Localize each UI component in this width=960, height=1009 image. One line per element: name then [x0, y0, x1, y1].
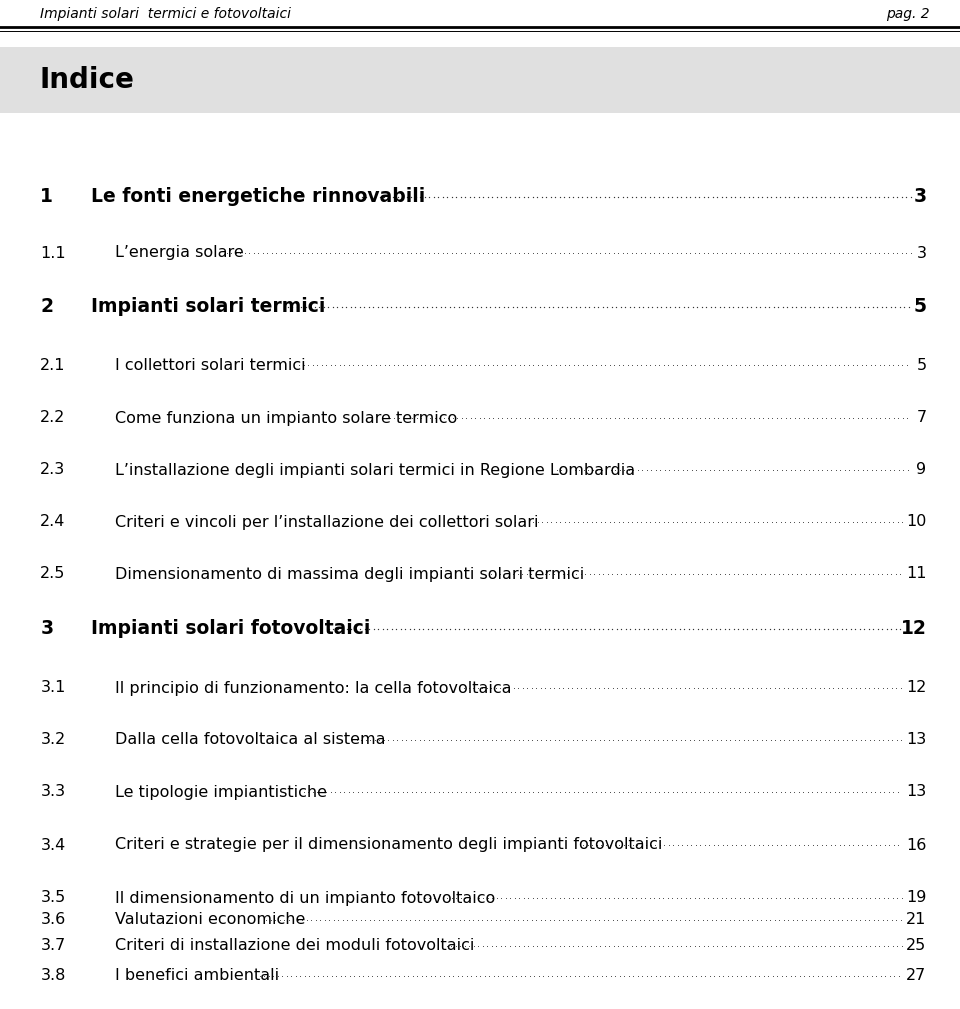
- Text: 9: 9: [916, 462, 926, 477]
- Text: 3: 3: [40, 620, 54, 639]
- Text: 3: 3: [917, 245, 926, 260]
- Text: 2: 2: [40, 298, 54, 317]
- Text: Il dimensionamento di un impianto fotovoltaico: Il dimensionamento di un impianto fotovo…: [115, 891, 495, 905]
- Text: 10: 10: [906, 515, 926, 530]
- Text: Impianti solari fotovoltaici: Impianti solari fotovoltaici: [91, 620, 371, 639]
- Text: Le tipologie impiantistiche: Le tipologie impiantistiche: [115, 785, 327, 799]
- Text: 3.3: 3.3: [40, 785, 65, 799]
- Text: Impianti solari  termici e fotovoltaici: Impianti solari termici e fotovoltaici: [40, 7, 291, 21]
- Text: Dalla cella fotovoltaica al sistema: Dalla cella fotovoltaica al sistema: [115, 733, 386, 748]
- Text: I collettori solari termici: I collettori solari termici: [115, 357, 306, 372]
- Text: Le fonti energetiche rinnovabili: Le fonti energetiche rinnovabili: [91, 188, 425, 207]
- Text: 2.5: 2.5: [40, 566, 65, 581]
- Text: 25: 25: [906, 938, 926, 954]
- Text: 13: 13: [906, 785, 926, 799]
- Text: 3.5: 3.5: [40, 891, 65, 905]
- Text: 2.1: 2.1: [40, 357, 66, 372]
- Text: 3.7: 3.7: [40, 938, 65, 954]
- Text: 5: 5: [916, 357, 926, 372]
- Text: 3.2: 3.2: [40, 733, 65, 748]
- Text: 1.1: 1.1: [40, 245, 66, 260]
- Text: 27: 27: [906, 969, 926, 984]
- Text: 2.3: 2.3: [40, 462, 65, 477]
- Text: Come funziona un impianto solare termico: Come funziona un impianto solare termico: [115, 411, 458, 426]
- Text: Valutazioni economiche: Valutazioni economiche: [115, 912, 305, 927]
- Text: L’energia solare: L’energia solare: [115, 245, 244, 260]
- Text: 12: 12: [900, 620, 926, 639]
- Text: 11: 11: [906, 566, 926, 581]
- Text: 16: 16: [906, 837, 926, 853]
- Text: 12: 12: [906, 680, 926, 695]
- Text: 7: 7: [916, 411, 926, 426]
- Bar: [0, 47, 960, 113]
- Text: 3.4: 3.4: [40, 837, 65, 853]
- Text: Indice: Indice: [40, 66, 134, 94]
- Text: Criteri e strategie per il dimensionamento degli impianti fotovoltaici: Criteri e strategie per il dimensionamen…: [115, 837, 662, 853]
- Text: 5: 5: [913, 298, 926, 317]
- Text: Impianti solari termici: Impianti solari termici: [91, 298, 325, 317]
- Text: 13: 13: [906, 733, 926, 748]
- Text: Dimensionamento di massima degli impianti solari termici: Dimensionamento di massima degli impiant…: [115, 566, 585, 581]
- Text: L’installazione degli impianti solari termici in Regione Lombardia: L’installazione degli impianti solari te…: [115, 462, 636, 477]
- Text: pag. 2: pag. 2: [886, 7, 930, 21]
- Text: 3.6: 3.6: [40, 912, 65, 927]
- Text: 2.2: 2.2: [40, 411, 65, 426]
- Text: Criteri e vincoli per l’installazione dei collettori solari: Criteri e vincoli per l’installazione de…: [115, 515, 539, 530]
- Text: Il principio di funzionamento: la cella fotovoltaica: Il principio di funzionamento: la cella …: [115, 680, 512, 695]
- Text: 19: 19: [906, 891, 926, 905]
- Text: 3.8: 3.8: [40, 969, 65, 984]
- Text: 3: 3: [913, 188, 926, 207]
- Text: 2.4: 2.4: [40, 515, 65, 530]
- Text: I benefici ambientali: I benefici ambientali: [115, 969, 279, 984]
- Text: 1: 1: [40, 188, 53, 207]
- Text: 21: 21: [906, 912, 926, 927]
- Text: Criteri di installazione dei moduli fotovoltaici: Criteri di installazione dei moduli foto…: [115, 938, 474, 954]
- Text: 3.1: 3.1: [40, 680, 65, 695]
